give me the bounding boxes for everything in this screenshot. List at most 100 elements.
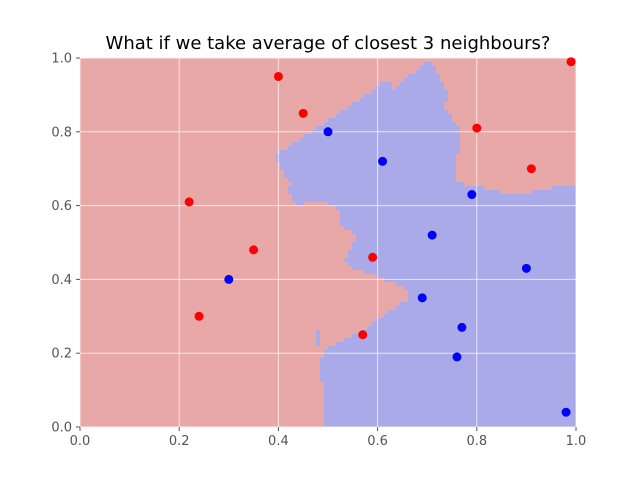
region-cell xyxy=(320,154,324,158)
region-cell xyxy=(560,94,564,98)
region-cell xyxy=(180,214,184,218)
region-cell xyxy=(524,86,528,90)
region-cell xyxy=(492,202,496,206)
region-cell xyxy=(484,150,488,154)
region-cell xyxy=(216,158,220,162)
region-cell xyxy=(508,210,512,214)
region-cell xyxy=(348,62,352,66)
region-cell xyxy=(456,86,460,90)
region-cell xyxy=(264,86,268,90)
region-cell xyxy=(184,162,188,166)
region-cell xyxy=(380,178,384,182)
region-cell xyxy=(492,194,496,198)
region-cell xyxy=(412,134,416,138)
region-cell xyxy=(180,166,184,170)
region-cell xyxy=(120,142,124,146)
region-cell xyxy=(324,202,328,206)
region-cell xyxy=(240,142,244,146)
region-cell xyxy=(256,58,260,62)
region-cell xyxy=(540,198,544,202)
region-cell xyxy=(236,206,240,210)
region-cell xyxy=(428,154,432,158)
region-cell xyxy=(452,166,456,170)
region-cell xyxy=(432,150,436,154)
region-cell xyxy=(156,62,160,66)
region-cell xyxy=(260,170,264,174)
region-cell xyxy=(484,106,488,110)
region-cell xyxy=(404,190,408,194)
region-cell xyxy=(392,106,396,110)
region-cell xyxy=(180,90,184,94)
region-cell xyxy=(456,118,460,122)
region-cell xyxy=(472,74,476,78)
region-cell xyxy=(216,210,220,214)
region-cell xyxy=(388,210,392,214)
region-cell xyxy=(228,110,232,114)
region-cell xyxy=(496,146,500,150)
region-cell xyxy=(360,174,364,178)
region-cell xyxy=(424,194,428,198)
region-cell xyxy=(308,82,312,86)
region-cell xyxy=(540,178,544,182)
region-cell xyxy=(360,142,364,146)
region-cell xyxy=(304,214,308,218)
region-cell xyxy=(224,106,228,110)
region-cell xyxy=(160,126,164,130)
region-cell xyxy=(280,78,284,82)
region-cell xyxy=(432,162,436,166)
region-cell xyxy=(88,78,92,82)
region-cell xyxy=(328,74,332,78)
region-cell xyxy=(520,166,524,170)
region-cell xyxy=(460,86,464,90)
region-cell xyxy=(88,170,92,174)
region-cell xyxy=(200,62,204,66)
region-cell xyxy=(132,190,136,194)
region-cell xyxy=(136,110,140,114)
region-cell xyxy=(388,110,392,114)
region-cell xyxy=(428,98,432,102)
region-cell xyxy=(96,210,100,214)
region-cell xyxy=(164,146,168,150)
region-cell xyxy=(340,66,344,70)
region-cell xyxy=(512,118,516,122)
region-cell xyxy=(128,178,132,182)
region-cell xyxy=(104,142,108,146)
region-cell xyxy=(508,142,512,146)
region-cell xyxy=(280,142,284,146)
region-cell xyxy=(112,178,116,182)
region-cell xyxy=(304,98,308,102)
region-cell xyxy=(336,90,340,94)
region-cell xyxy=(164,118,168,122)
region-cell xyxy=(536,182,540,186)
region-cell xyxy=(388,170,392,174)
region-cell xyxy=(384,198,388,202)
region-cell xyxy=(552,110,556,114)
region-cell xyxy=(292,190,296,194)
region-cell xyxy=(388,78,392,82)
region-cell xyxy=(168,202,172,206)
region-cell xyxy=(384,142,388,146)
region-cell xyxy=(552,74,556,78)
region-cell xyxy=(548,82,552,86)
region-cell xyxy=(436,190,440,194)
region-cell xyxy=(432,86,436,90)
region-cell xyxy=(324,186,328,190)
region-cell xyxy=(148,98,152,102)
region-cell xyxy=(348,206,352,210)
region-cell xyxy=(420,118,424,122)
region-cell xyxy=(280,174,284,178)
region-cell xyxy=(412,182,416,186)
region-cell xyxy=(420,166,424,170)
region-cell xyxy=(156,162,160,166)
region-cell xyxy=(392,126,396,130)
region-cell xyxy=(380,150,384,154)
region-cell xyxy=(188,114,192,118)
region-cell xyxy=(360,134,364,138)
region-cell xyxy=(364,142,368,146)
region-cell xyxy=(512,102,516,106)
region-cell xyxy=(560,134,564,138)
region-cell xyxy=(428,186,432,190)
region-cell xyxy=(480,70,484,74)
region-cell xyxy=(136,166,140,170)
region-cell xyxy=(304,126,308,130)
